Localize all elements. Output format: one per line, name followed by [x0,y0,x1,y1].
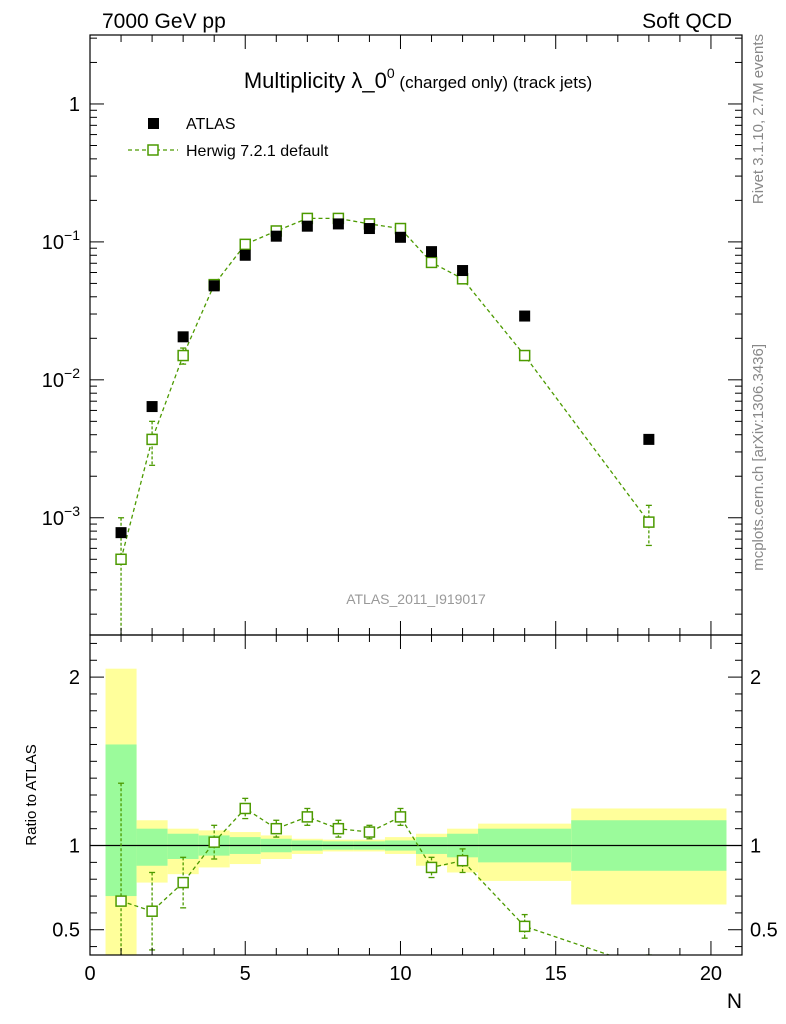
mc-ratio-point [270,822,283,835]
mc-point [146,433,158,446]
mc-ratio-point [301,811,314,823]
mc-ratio-point [146,905,158,917]
mc-ratio-point [644,963,654,973]
main-y-tick-base: 10 [42,232,64,254]
atlas-point [519,310,531,322]
ratio-y-tick-label-right: 1 [750,836,761,858]
chart-title-rest: (charged only) (track jets) [395,73,592,92]
ratio-y-tick-label: 2 [69,667,80,689]
atlas-point [332,218,344,230]
mc-ratio-point [394,811,407,823]
main-y-tick-base: 10 [42,508,64,530]
ratio-stat-band [167,833,199,859]
ratio-bands-layer [90,668,742,955]
ratio-clipped-group [115,782,654,973]
x-tick-label: 20 [700,963,722,985]
main-panel: 10−310−210−11 Multiplicity λ_00 (charged… [42,34,743,636]
atlas-point [394,231,406,243]
ratio-y-tick-label-right: 2 [750,667,761,689]
atlas-point [270,230,282,242]
main-y-tick-base: 10 [42,370,64,392]
mc-ratio-point [518,920,531,933]
ratio-axes: 0 5 10 15 20 0.5 0.5 1 1 2 2 [52,635,778,985]
chart-title-main: Multiplicity λ_0 [244,68,387,93]
legend-atlas-label: ATLAS [186,116,236,133]
main-y-tick-base: 1 [69,94,80,116]
mc-ratio-point [177,876,189,889]
atlas-point [146,401,158,413]
ratio-stat-band [136,828,168,866]
main-y-tick-exp: −1 [64,227,80,243]
atlas-point [643,433,655,445]
ratio-panel: 0 5 10 15 20 0.5 0.5 1 1 2 2 Ratio to ATLAS N [23,634,778,1013]
atlas-point [363,223,375,235]
mc-ratio-point [456,854,469,867]
atlas-point [115,527,127,539]
mc-point [518,349,531,362]
atlas-point [208,280,220,292]
ratio-y-tick-label: 0.5 [52,920,80,942]
legend: ATLAS Herwig 7.2.1 default [128,116,329,160]
legend-herwig-marker [147,144,159,156]
mc-series-line [120,217,650,560]
mc-ratio-point [239,802,251,815]
ratio-frame [89,634,743,956]
mc-ratio-point [425,861,438,874]
main-y-tick-label: 10−3 [42,503,80,530]
main-y-tick-exp: −3 [64,503,80,519]
main-y-tick-label: 10−1 [42,227,80,254]
mc-point [115,553,127,566]
ratio-y-tick-label: 1 [69,836,80,858]
main-y-tick-label: 10−2 [42,365,80,392]
x-tick-label: 0 [84,963,95,985]
chart-title: Multiplicity λ_00 (charged only) (track … [244,65,592,93]
analysis-label: ATLAS_2011_I919017 [346,591,486,607]
atlas-point [239,249,251,261]
x-tick-label: 10 [389,963,411,985]
x-axis-label: N [727,990,742,1013]
atlas-point [177,331,189,343]
mc-ratio-point [208,836,220,848]
chart-title-sup: 0 [387,65,395,81]
main-axes: 10−310−210−11 [42,35,743,635]
ratio-y-axis-label: Ratio to ATLAS [23,744,40,845]
mc-ratio-point [115,895,127,907]
legend-atlas-marker [148,118,159,129]
header-beam-label: 7000 GeV pp [102,10,226,33]
x-tick-label: 5 [240,963,251,985]
main-series-layer [115,212,655,635]
mc-ratio-point [363,826,376,838]
mc-point [177,349,189,362]
ratio-series-layer [115,782,654,973]
side-rivet-label: Rivet 3.1.10, 2.7M events [750,34,767,204]
header-category-label: Soft QCD [642,10,732,33]
main-y-tick-exp: −2 [64,365,80,381]
mc-point [425,256,438,269]
legend-herwig-label: Herwig 7.2.1 default [186,143,329,160]
mc-point [643,516,655,528]
ratio-y-tick-label-right: 0.5 [750,920,778,942]
mc-ratio-point [332,822,345,835]
atlas-point [301,220,313,232]
x-tick-label: 15 [545,963,567,985]
side-mcplots-label: mcplots.cern.ch [arXiv:1306.3436] [750,344,767,571]
mc-point [239,238,251,251]
main-y-tick-label: 1 [69,94,80,116]
atlas-point [457,265,469,277]
atlas-point [426,246,438,258]
